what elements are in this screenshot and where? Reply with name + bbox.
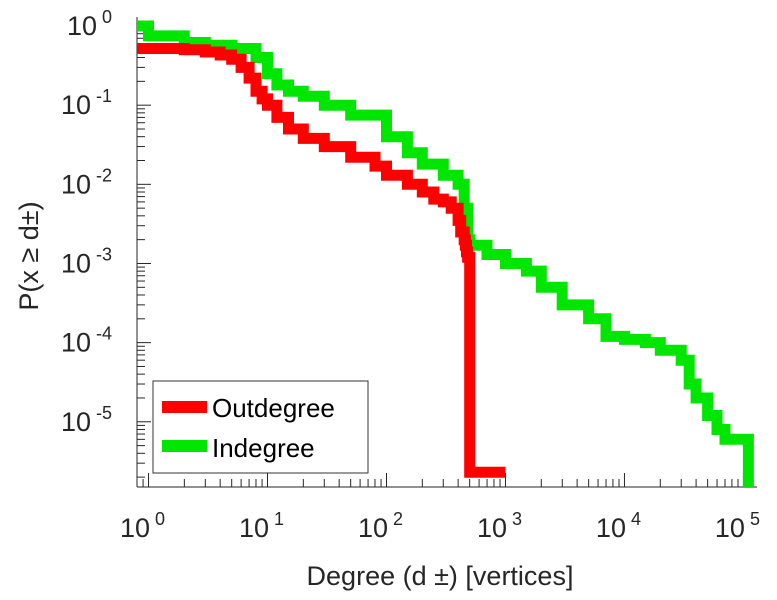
- legend: Outdegree Indegree: [152, 380, 369, 474]
- tick-labels: 10 0 10 1 10 2 10 3 10 4 10 5 10 0 10 -1 10 -2 10 -3 10 -4 10-…: [61, 7, 760, 543]
- x-tick-label: 10 4: [596, 509, 641, 543]
- y-tick-label: 10 -1: [61, 86, 112, 120]
- y-tick-label: 10 -4: [61, 324, 112, 358]
- x-tick-label: 10 5: [715, 509, 760, 543]
- x-tick-label: 10 2: [358, 509, 403, 543]
- legend-label-outdegree: Outdegree: [212, 393, 335, 423]
- x-tick-label: 10 1: [239, 509, 284, 543]
- series-layer: [137, 20, 754, 487]
- x-tick-label: 10 0: [120, 509, 165, 543]
- y-tick-label: 10 -5: [61, 403, 112, 437]
- x-tick-label: 10 3: [477, 509, 522, 543]
- x-axis-label: Degree (d ±) [vertices]: [307, 561, 574, 591]
- y-axis-label: P(x ≥ d±): [14, 201, 44, 310]
- legend-box: [152, 380, 369, 474]
- y-tick-label: 10 -2: [61, 165, 112, 199]
- y-tick-label: 10 0: [67, 7, 112, 41]
- y-tick-label: 10 -3: [61, 244, 112, 278]
- legend-label-indegree: Indegree: [212, 433, 315, 463]
- series-line-outdegree: [137, 43, 506, 478]
